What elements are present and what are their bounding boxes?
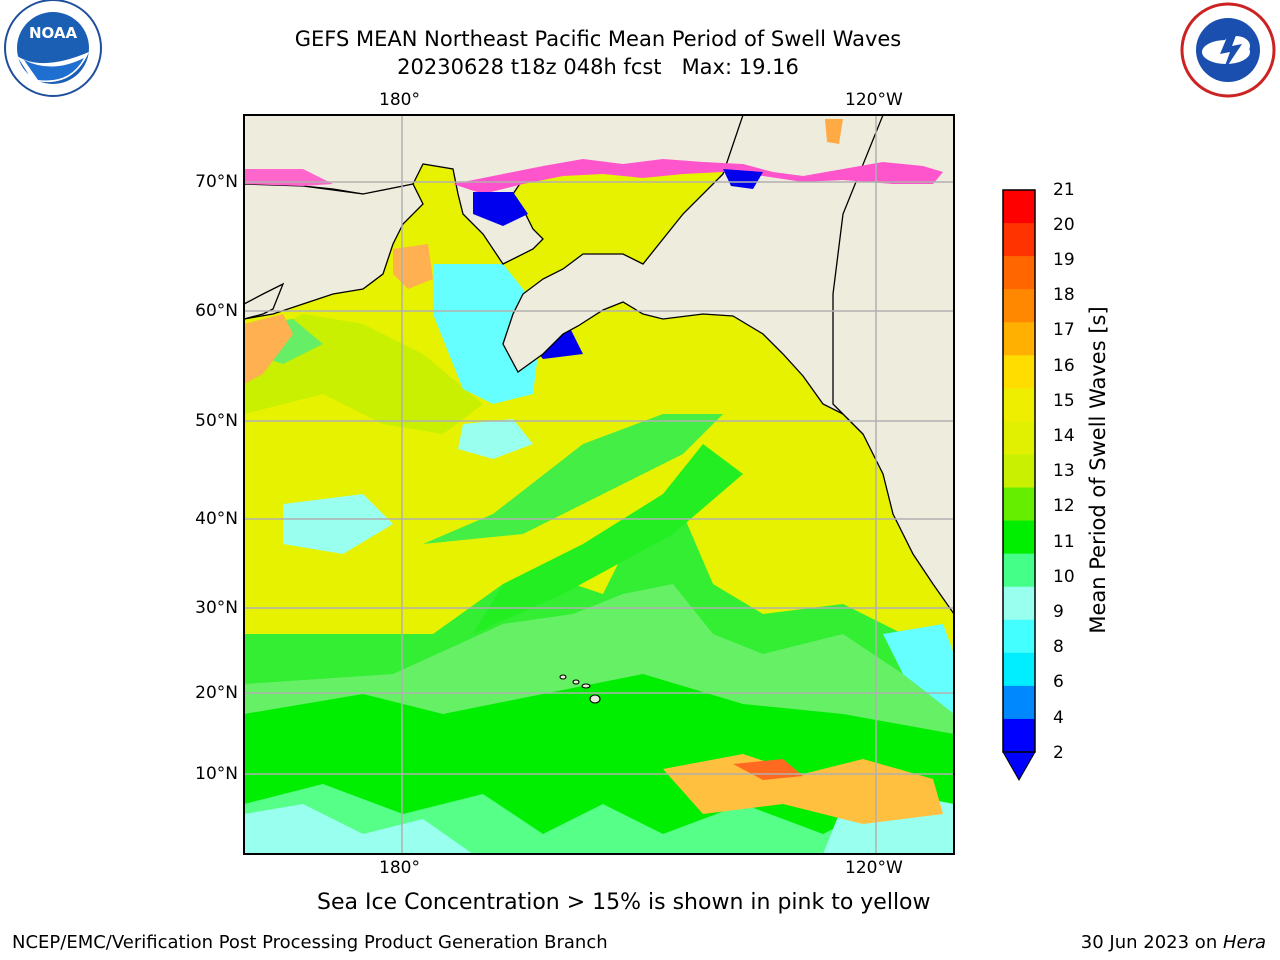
colorbar-tick: 19 bbox=[1053, 250, 1075, 270]
footer-date-text: 30 Jun 2023 on bbox=[1080, 932, 1223, 953]
colorbar-tick: 13 bbox=[1053, 461, 1075, 481]
colorbar-tick: 15 bbox=[1053, 391, 1075, 411]
colorbar-swatch bbox=[1003, 256, 1035, 290]
colorbar-swatch bbox=[1003, 289, 1035, 323]
svg-text:NOAA: NOAA bbox=[29, 24, 78, 42]
colorbar-swatch bbox=[1003, 223, 1035, 257]
lon-label-top-120w: 120°W bbox=[845, 90, 903, 110]
colorbar-swatch bbox=[1003, 553, 1035, 588]
colorbar-tick: 6 bbox=[1053, 672, 1064, 692]
lat-label-10n: 10°N bbox=[195, 764, 238, 784]
colorbar-tick: 8 bbox=[1053, 637, 1064, 657]
colorbar-tick: 18 bbox=[1053, 285, 1075, 305]
colorbar-label: Mean Period of Swell Waves [s] bbox=[1086, 306, 1110, 634]
colorbar-swatch bbox=[1003, 322, 1035, 356]
lat-label-30n: 30°N bbox=[195, 598, 238, 618]
colorbar-swatch bbox=[1003, 355, 1035, 389]
colorbar-swatch bbox=[1003, 619, 1035, 654]
colorbar-swatch bbox=[1003, 718, 1035, 753]
footer-credit: NCEP/EMC/Verification Post Processing Pr… bbox=[12, 932, 608, 953]
map-land-westcoast bbox=[832, 114, 955, 617]
lon-label-bottom-120w: 120°W bbox=[845, 858, 903, 878]
footer-host: Hera bbox=[1222, 932, 1266, 953]
colorbar-swatch bbox=[1003, 421, 1035, 455]
colorbar-swatch bbox=[1003, 652, 1035, 687]
noaa-logo: NOAA bbox=[4, 0, 102, 97]
lat-label-20n: 20°N bbox=[195, 683, 238, 703]
map-title: GEFS MEAN Northeast Pacific Mean Period … bbox=[294, 27, 902, 51]
colorbar-swatch bbox=[1003, 586, 1035, 621]
map-land-russia bbox=[243, 183, 424, 320]
lat-label-40n: 40°N bbox=[195, 509, 238, 529]
colorbar-tick: 10 bbox=[1053, 567, 1075, 587]
colorbar-swatch bbox=[1003, 454, 1035, 489]
lat-label-50n: 50°N bbox=[195, 411, 238, 431]
colorbar-swatch bbox=[1003, 487, 1035, 522]
colorbar-tick: 4 bbox=[1053, 708, 1064, 728]
hawaii-islands bbox=[559, 674, 601, 704]
sea-ice-note: Sea Ice Concentration > 15% is shown in … bbox=[317, 890, 931, 915]
colorbar-tick: 16 bbox=[1053, 356, 1075, 376]
colorbar bbox=[1002, 189, 1036, 782]
colorbar-swatch bbox=[1003, 685, 1035, 720]
colorbar-extend-arrow bbox=[1002, 751, 1036, 782]
colorbar-tick: 2 bbox=[1053, 743, 1064, 763]
colorbar-tick: 21 bbox=[1053, 180, 1075, 200]
colorbar-swatch bbox=[1003, 190, 1035, 224]
map-gridlines bbox=[244, 115, 954, 854]
map-subtitle: 20230628 t18z 048h fcst Max: 19.16 bbox=[397, 55, 799, 79]
lon-label-bottom-180: 180° bbox=[379, 858, 420, 878]
map-frame bbox=[243, 114, 955, 855]
colorbar-tick: 14 bbox=[1053, 426, 1075, 446]
lon-label-top-180: 180° bbox=[379, 90, 420, 110]
colorbar-frame bbox=[1002, 189, 1036, 753]
colorbar-swatch bbox=[1003, 388, 1035, 422]
lat-label-70n: 70°N bbox=[195, 172, 238, 192]
colorbar-tick: 17 bbox=[1053, 320, 1075, 340]
footer-date: 30 Jun 2023 on Hera bbox=[1081, 932, 1266, 953]
colorbar-tick: 11 bbox=[1053, 532, 1075, 552]
swell-period-map bbox=[243, 114, 955, 855]
lat-label-60n: 60°N bbox=[195, 301, 238, 321]
nws-logo bbox=[1180, 2, 1276, 98]
colorbar-tick: 20 bbox=[1053, 215, 1075, 235]
colorbar-tick: 9 bbox=[1053, 602, 1064, 622]
colorbar-swatch bbox=[1003, 520, 1035, 555]
colorbar-tick: 12 bbox=[1053, 496, 1075, 516]
